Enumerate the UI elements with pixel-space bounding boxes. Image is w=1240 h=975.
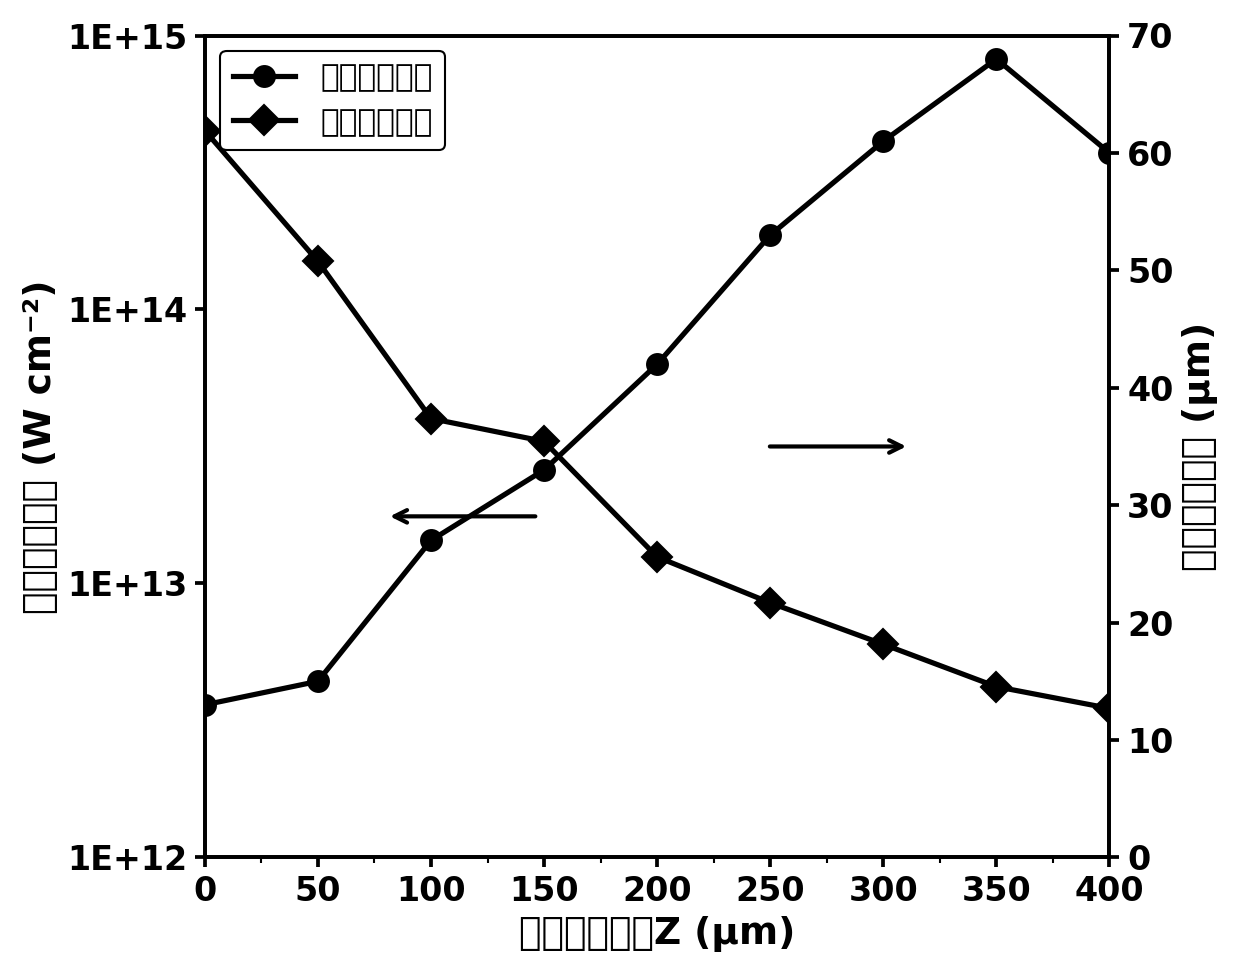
加工区域直径 bbox=[650, 359, 665, 370]
Line: 激光峰値强度: 激光峰値强度 bbox=[195, 120, 1120, 719]
Y-axis label: 激光峰値强度 (W cm⁻²): 激光峰値强度 (W cm⁻²) bbox=[22, 279, 58, 613]
加工区域直径 bbox=[988, 53, 1003, 64]
加工区域直径 bbox=[310, 676, 325, 687]
激光峰値强度 bbox=[423, 412, 438, 424]
加工区域直径 bbox=[875, 136, 890, 147]
Legend: 加工区域直径, 激光峰値强度: 加工区域直径, 激光峰値强度 bbox=[221, 51, 445, 150]
加工区域直径 bbox=[423, 534, 438, 546]
激光峰値强度 bbox=[988, 681, 1003, 692]
激光峰値强度 bbox=[875, 639, 890, 650]
激光峰値强度 bbox=[310, 255, 325, 267]
Y-axis label: 加工区域直径 (μm): 加工区域直径 (μm) bbox=[1182, 322, 1218, 571]
加工区域直径 bbox=[537, 464, 552, 476]
Line: 加工区域直径: 加工区域直径 bbox=[195, 49, 1120, 716]
激光峰値强度 bbox=[763, 597, 777, 608]
激光峰値强度 bbox=[537, 436, 552, 448]
加工区域直径 bbox=[1101, 147, 1116, 159]
激光峰値强度 bbox=[197, 125, 212, 136]
加工区域直径 bbox=[197, 699, 212, 711]
X-axis label: 距焦平面距离Z (μm): 距焦平面距离Z (μm) bbox=[518, 916, 795, 953]
激光峰値强度 bbox=[1101, 703, 1116, 715]
激光峰値强度 bbox=[650, 551, 665, 563]
加工区域直径 bbox=[763, 229, 777, 241]
